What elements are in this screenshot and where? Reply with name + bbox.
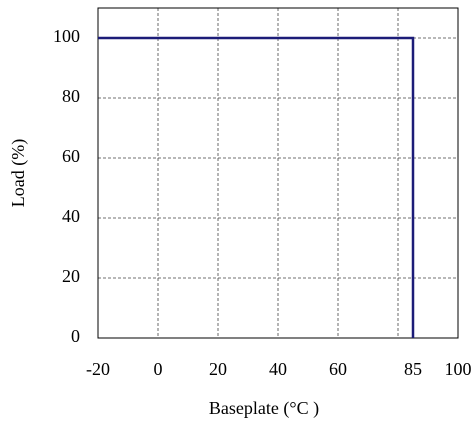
y-tick-label: 0 xyxy=(71,326,80,346)
x-tick-label: -20 xyxy=(86,359,110,379)
y-axis-label: Load (%) xyxy=(8,139,29,207)
x-tick-label: 60 xyxy=(329,359,347,379)
x-tick-label: 40 xyxy=(269,359,287,379)
y-tick-label: 80 xyxy=(62,86,80,106)
x-axis-label: Baseplate (°C ) xyxy=(209,398,319,419)
y-tick-label: 100 xyxy=(53,26,80,46)
x-tick-label: 0 xyxy=(154,359,163,379)
y-tick-label: 60 xyxy=(62,146,80,166)
x-tick-label: 85 xyxy=(404,359,422,379)
plot-frame xyxy=(97,7,459,339)
x-tick-label: 100 xyxy=(445,359,472,379)
x-tick-label: 20 xyxy=(209,359,227,379)
y-tick-label: 40 xyxy=(62,206,80,226)
data-line xyxy=(98,36,415,338)
y-tick-label: 20 xyxy=(62,266,80,286)
